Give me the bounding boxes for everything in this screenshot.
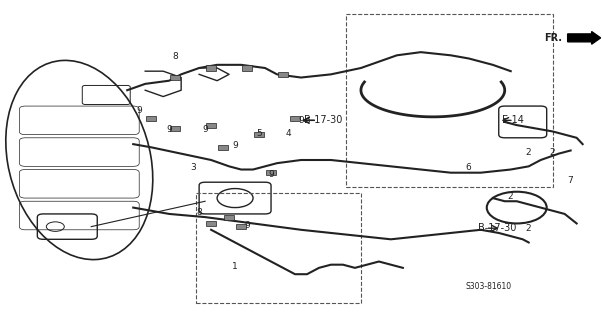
Text: B-17-30: B-17-30 (478, 223, 516, 233)
Bar (196, 193, 361, 303)
Bar (290, 116, 300, 121)
Bar (242, 66, 252, 70)
Bar (346, 14, 553, 187)
Bar (219, 145, 228, 150)
Bar (266, 170, 276, 175)
Bar (206, 221, 216, 226)
Bar (236, 224, 246, 229)
Bar (206, 123, 216, 128)
FancyArrow shape (568, 32, 601, 44)
Text: 2: 2 (550, 148, 555, 156)
Bar (254, 132, 264, 137)
Text: 9: 9 (232, 141, 238, 150)
Text: 9: 9 (268, 170, 274, 179)
Text: 1: 1 (232, 262, 238, 271)
Text: 8: 8 (172, 52, 178, 61)
Text: S303-81610: S303-81610 (466, 282, 512, 292)
Bar (278, 72, 288, 77)
Text: 9: 9 (136, 106, 142, 115)
Text: 9: 9 (166, 125, 172, 134)
Bar (206, 66, 216, 70)
Bar (170, 126, 180, 131)
Text: 8: 8 (196, 208, 202, 217)
Text: 9: 9 (202, 125, 208, 134)
Text: 2: 2 (507, 192, 514, 201)
Text: 2: 2 (526, 224, 532, 233)
Text: 3: 3 (190, 164, 196, 172)
Text: 4: 4 (286, 129, 291, 138)
Bar (170, 75, 180, 80)
Text: FR.: FR. (544, 33, 562, 43)
Text: 7: 7 (568, 176, 573, 185)
Text: B-17-30: B-17-30 (304, 115, 343, 125)
Text: 5: 5 (256, 129, 262, 138)
Text: 2: 2 (526, 148, 532, 156)
Text: 9: 9 (244, 220, 250, 229)
Text: E-14: E-14 (501, 115, 524, 125)
Text: 9: 9 (298, 116, 304, 125)
Bar (146, 116, 156, 121)
Text: 6: 6 (466, 164, 471, 172)
Bar (225, 215, 234, 220)
